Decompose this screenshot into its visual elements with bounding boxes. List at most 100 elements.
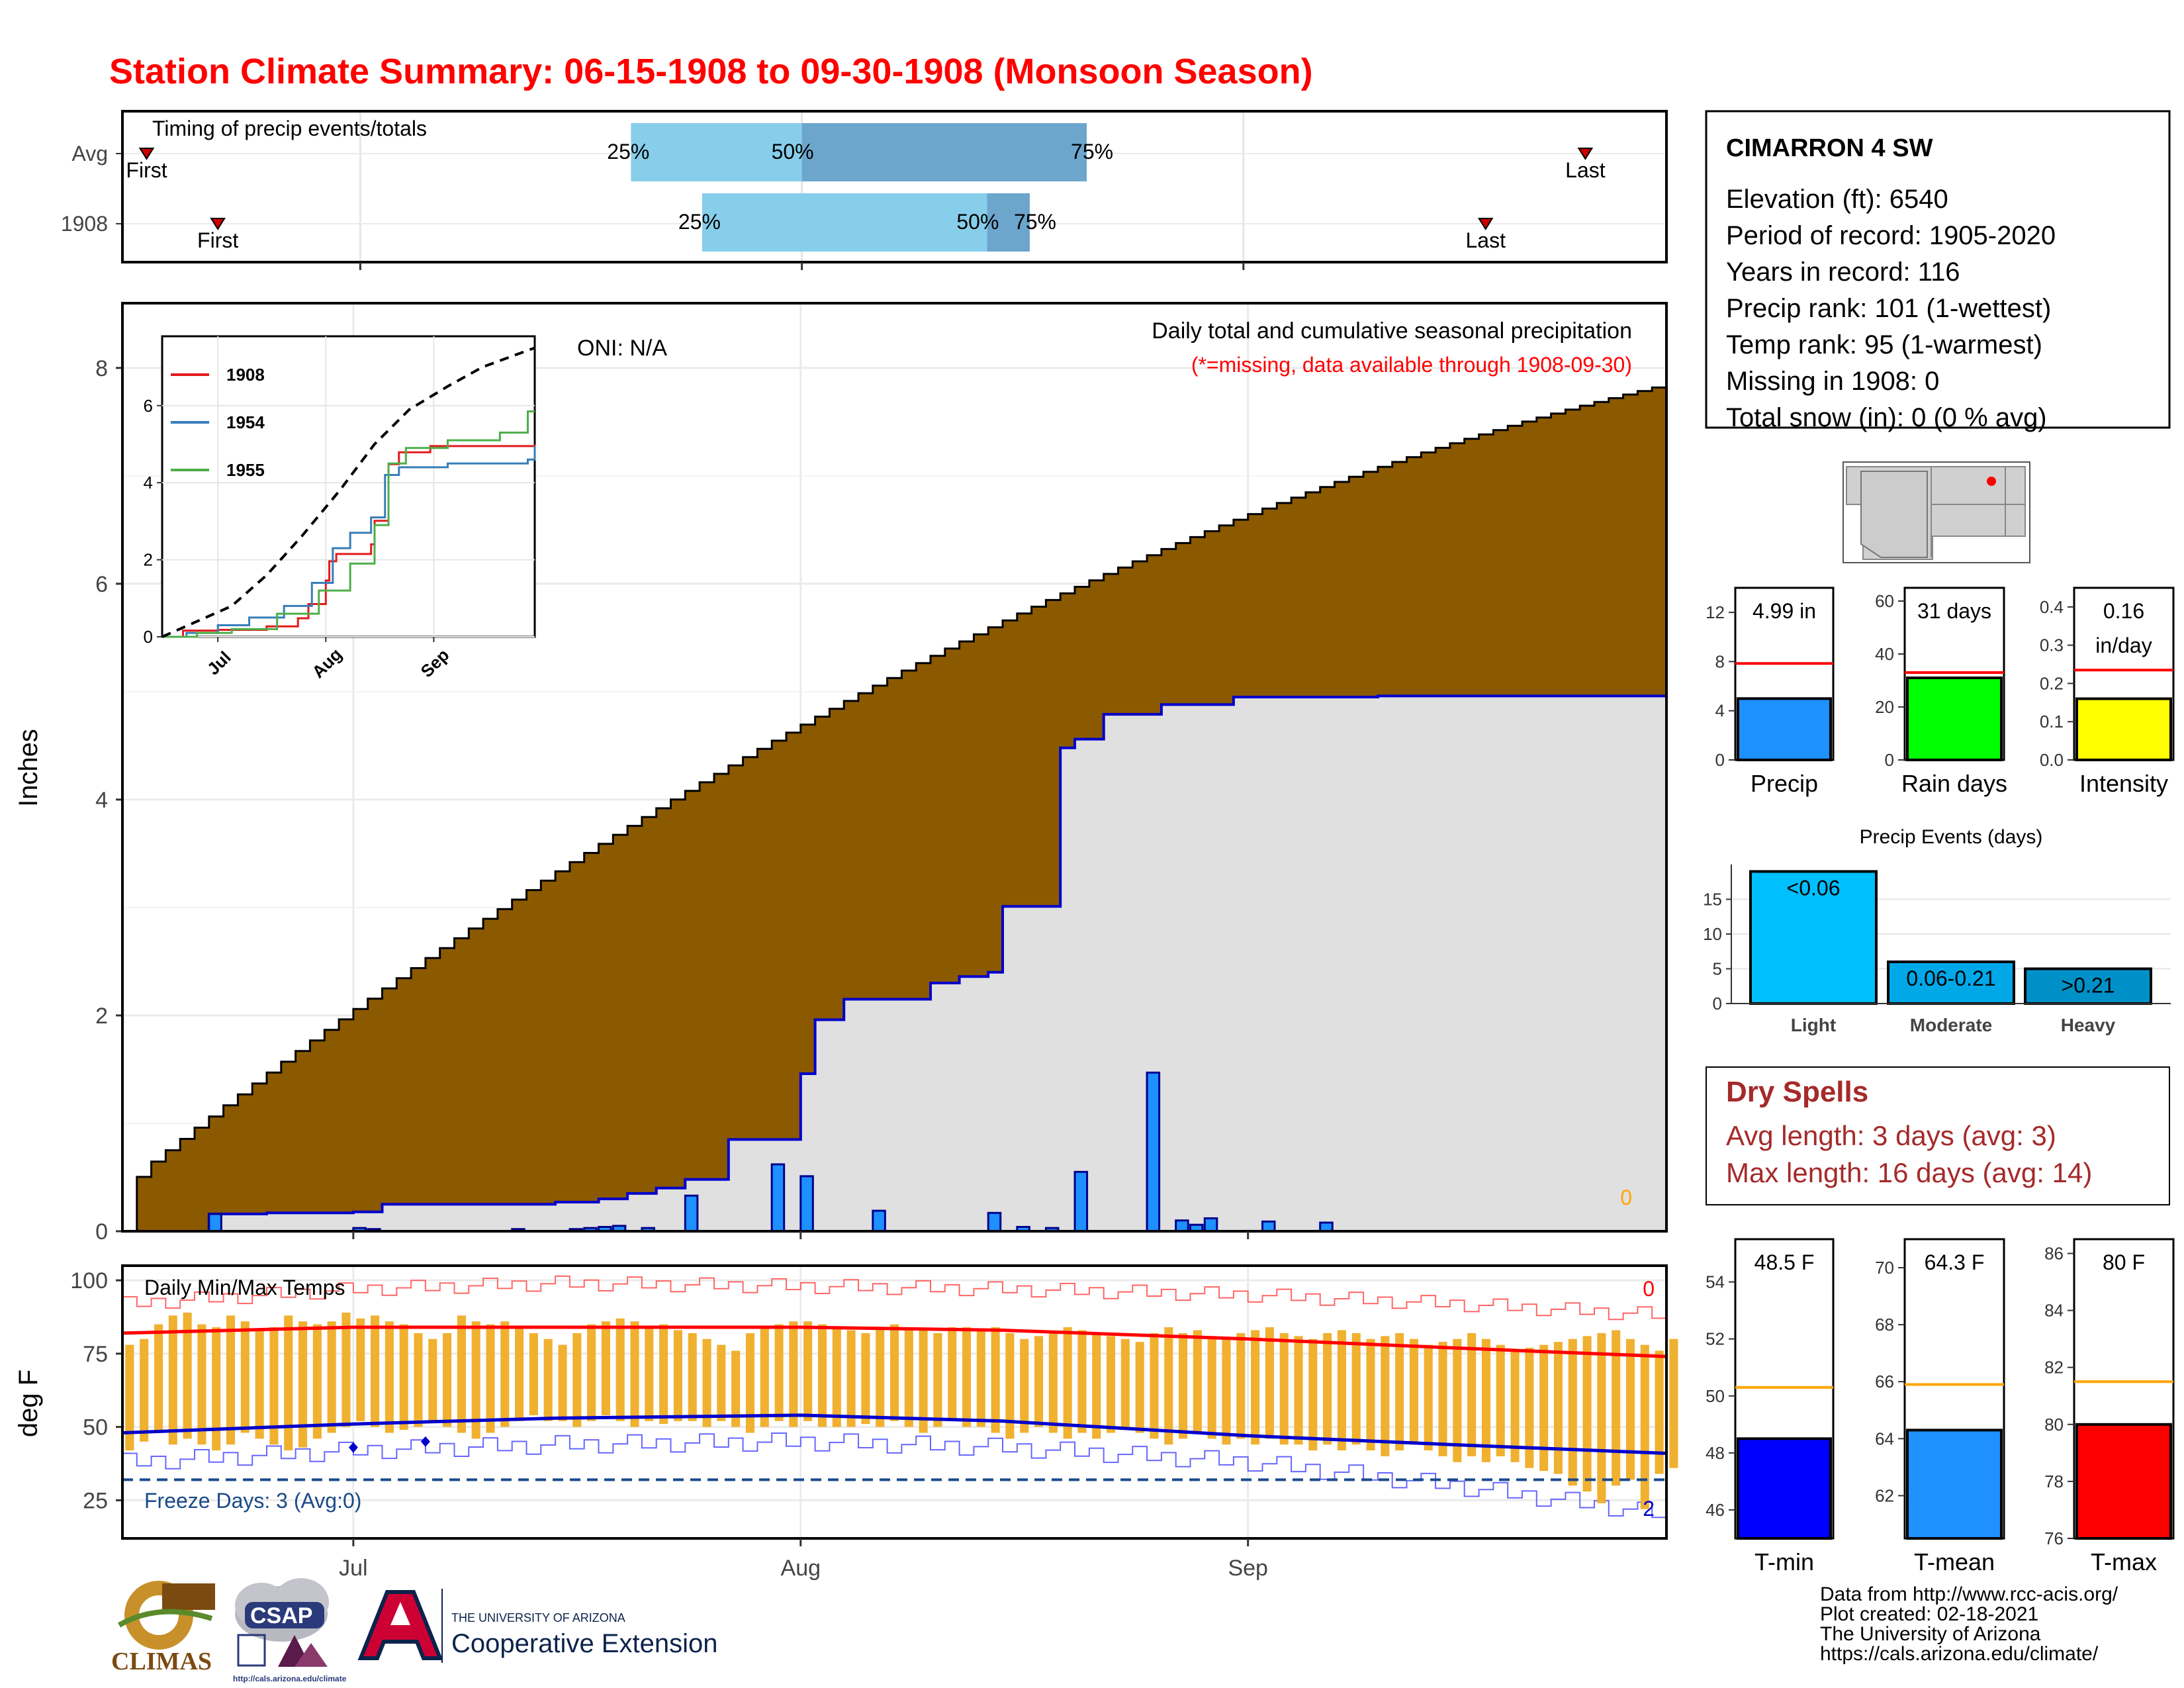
climas-logo: CLIMAS — [111, 1581, 215, 1675]
precip-events-bar — [1749, 870, 1878, 1005]
footer-credits: Data from http://www.rcc-acis.org/ Plot … — [1820, 1583, 2118, 1665]
oni-label: ONI: N/A — [577, 336, 667, 361]
precip-events-bar-label: <0.06 — [1787, 876, 1841, 900]
precip_total-y-tick-label: 4 — [1715, 701, 1725, 721]
station-location-marker — [1987, 477, 1996, 486]
daily-temp-bar — [298, 1321, 308, 1448]
tmean-value-bar — [1906, 1429, 2003, 1540]
daily-temp-bar — [1510, 1350, 1520, 1462]
precip-events-bar-label: >0.21 — [2062, 974, 2115, 998]
temps-x-tick-label: Sep — [1228, 1556, 1268, 1581]
precip-events-y-tick-label: 10 — [1703, 924, 1722, 944]
daily-temp-bar — [1424, 1344, 1433, 1451]
daily-temp-bar — [817, 1324, 827, 1427]
precip-y-axis-label: Inches — [14, 729, 43, 807]
daily-temp-bar — [1655, 1350, 1664, 1474]
missing-count-label: 0 — [1620, 1186, 1632, 1209]
rain_days-value-label: 31 days — [1917, 599, 1991, 623]
inset-y-tick-label: 4 — [144, 473, 153, 492]
daily-temp-bar — [572, 1333, 582, 1427]
timing-row-label: Avg — [71, 142, 108, 165]
daily-temp-bar — [1077, 1330, 1087, 1433]
daily-temp-bar — [1381, 1336, 1390, 1456]
daily-temp-bar — [486, 1324, 495, 1433]
tmin-y-tick-label: 52 — [1706, 1329, 1725, 1349]
station-line: Years in record: 116 — [1726, 258, 1960, 287]
daily-temp-bar — [760, 1327, 769, 1427]
station-info-box: CIMARRON 4 SW Elevation (ft): 6540 Perio… — [1705, 110, 2171, 432]
tmax-y-tick-label: 82 — [2044, 1358, 2064, 1378]
precip_total-value-bar — [1737, 697, 1832, 762]
tmean-x-label: T-mean — [1914, 1548, 1995, 1575]
inset-series-line — [162, 410, 535, 638]
precip-events-bar — [2024, 967, 2152, 1005]
daily-temp-bar — [904, 1327, 913, 1427]
precip_total-y-tick-label: 0 — [1715, 750, 1725, 770]
timing-bar-50-75 — [987, 193, 1030, 252]
daily-temp-bar — [1279, 1333, 1289, 1445]
daily-temp-bar — [1135, 1342, 1144, 1433]
daily-temp-bar — [645, 1327, 654, 1421]
daily-temp-bar — [1612, 1330, 1621, 1486]
station-line: Period of record: 1905-2020 — [1726, 221, 2056, 250]
daily-precip-bar — [208, 1213, 222, 1233]
tmean-y-tick-label: 70 — [1875, 1258, 1894, 1278]
daily-temp-bar — [832, 1327, 841, 1427]
daily-temp-bar — [168, 1315, 177, 1445]
inset-legend-label: 1954 — [226, 412, 265, 432]
daily-temp-bar — [1337, 1330, 1346, 1451]
rain_days-x-label: Rain days — [1901, 770, 2007, 797]
timing-p25-label: 25% — [678, 210, 721, 234]
station-line: Total snow (in): 0 (0 % avg) — [1726, 403, 2047, 432]
avg-tmax-line — [122, 1325, 1667, 1358]
timing-first-label: First — [197, 228, 238, 252]
tmin-value-bar — [1737, 1437, 1832, 1540]
rain_days-y-tick-label: 60 — [1875, 591, 1894, 611]
daily-temp-bar — [140, 1338, 149, 1442]
daily-temp-bar — [341, 1312, 351, 1427]
tmax-value-label: 80 F — [2103, 1250, 2145, 1274]
record-max-line — [122, 1275, 1666, 1321]
daily-temp-bar — [125, 1344, 134, 1451]
precip-events-title: Precip Events (days) — [1860, 826, 2043, 848]
temps-y-tick-label: 100 — [70, 1268, 108, 1293]
daily-temp-bar — [1294, 1336, 1303, 1445]
daily-temp-bar — [1323, 1333, 1332, 1445]
csap-logo: CSAP http://cals.arizona.edu/climate — [233, 1578, 347, 1683]
daily-temp-bar — [1048, 1333, 1058, 1433]
daily-temp-bar — [1193, 1330, 1202, 1433]
daily-temp-bar — [1669, 1338, 1678, 1468]
daily-temp-bar — [846, 1330, 856, 1427]
timing-first-marker — [210, 218, 226, 230]
daily-temp-bar — [601, 1321, 610, 1415]
tmax-x-label: T-max — [2091, 1548, 2157, 1575]
station-name: CIMARRON 4 SW — [1726, 134, 1933, 162]
temps-y-tick-label: 50 — [83, 1415, 108, 1440]
daily-temp-bar — [1351, 1333, 1361, 1445]
daily-temp-bar — [1453, 1338, 1462, 1462]
daily-temp-bar — [889, 1324, 899, 1421]
daily-temp-bar — [356, 1318, 365, 1421]
precip-events-y-tick-label: 15 — [1703, 890, 1722, 910]
daily-temp-bar — [1568, 1338, 1577, 1486]
daily-temp-bar — [1034, 1336, 1044, 1427]
daily-temp-bar — [630, 1321, 639, 1427]
rain_days-y-tick-label: 20 — [1875, 697, 1894, 717]
daily-temp-bar — [1265, 1327, 1274, 1439]
daily-temp-bar — [240, 1321, 250, 1433]
dry-spells-box: Dry Spells Avg length: 3 days (avg: 3) M… — [1706, 1066, 2170, 1205]
precip-y-tick-label: 6 — [95, 572, 108, 597]
intensity-y-tick-label: 0.4 — [2040, 597, 2064, 617]
intensity-y-tick-label: 0.1 — [2040, 712, 2064, 731]
csap-url: http://cals.arizona.edu/climate — [233, 1674, 347, 1683]
daily-temp-bar — [312, 1324, 322, 1439]
inset-y-tick-label: 2 — [144, 550, 153, 570]
timing-bar-25-50 — [702, 193, 987, 252]
daily-precip-bar — [1203, 1217, 1218, 1233]
timing-p50-label: 50% — [772, 140, 814, 164]
intensity-y-tick-label: 0.3 — [2040, 635, 2064, 655]
tmax-y-tick-label: 76 — [2044, 1528, 2064, 1548]
daily-temp-bar — [1467, 1333, 1477, 1456]
precip-frame — [121, 302, 1668, 1233]
tmin-y-tick-label: 50 — [1706, 1386, 1725, 1406]
